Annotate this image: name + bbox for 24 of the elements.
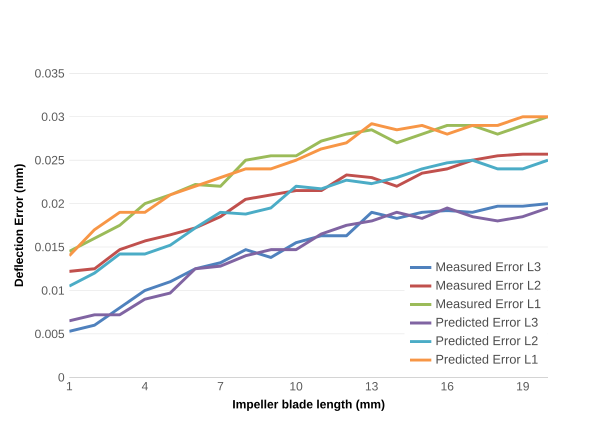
x-axis-title: Impeller blade length (mm) (233, 400, 384, 411)
legend-label: Measured Error L3 (436, 262, 540, 272)
legend-label: Predicted Error L1 (436, 354, 538, 364)
x-tick-label: 10 (290, 382, 302, 391)
legend-label: Predicted Error L3 (436, 317, 538, 327)
y-tick-label: 0.005 (35, 330, 64, 338)
x-tick-label: 4 (142, 382, 148, 390)
legend-label: Predicted Error L2 (436, 336, 538, 346)
x-tick-label: 1 (66, 382, 72, 390)
x-tick-label: 16 (441, 382, 454, 391)
x-tick-label: 13 (366, 382, 378, 391)
y-axis-title: Deflection Error (mm) (14, 164, 26, 286)
y-tick-label: 0.02 (42, 199, 64, 208)
y-tick-label: 0.015 (35, 242, 64, 252)
y-tick-label: 0.01 (42, 286, 64, 295)
x-tick-label: 19 (517, 382, 529, 391)
y-tick-label: 0.035 (35, 69, 64, 78)
legend-label: Measured Error L1 (436, 298, 540, 308)
legend-label: Measured Error L2 (436, 280, 540, 290)
line-series (69, 158, 548, 288)
x-tick-label: 7 (218, 382, 224, 390)
y-tick-label: 0.03 (42, 112, 64, 122)
y-tick-label: 0.025 (35, 156, 64, 164)
y-tick-label: 0 (58, 373, 64, 382)
